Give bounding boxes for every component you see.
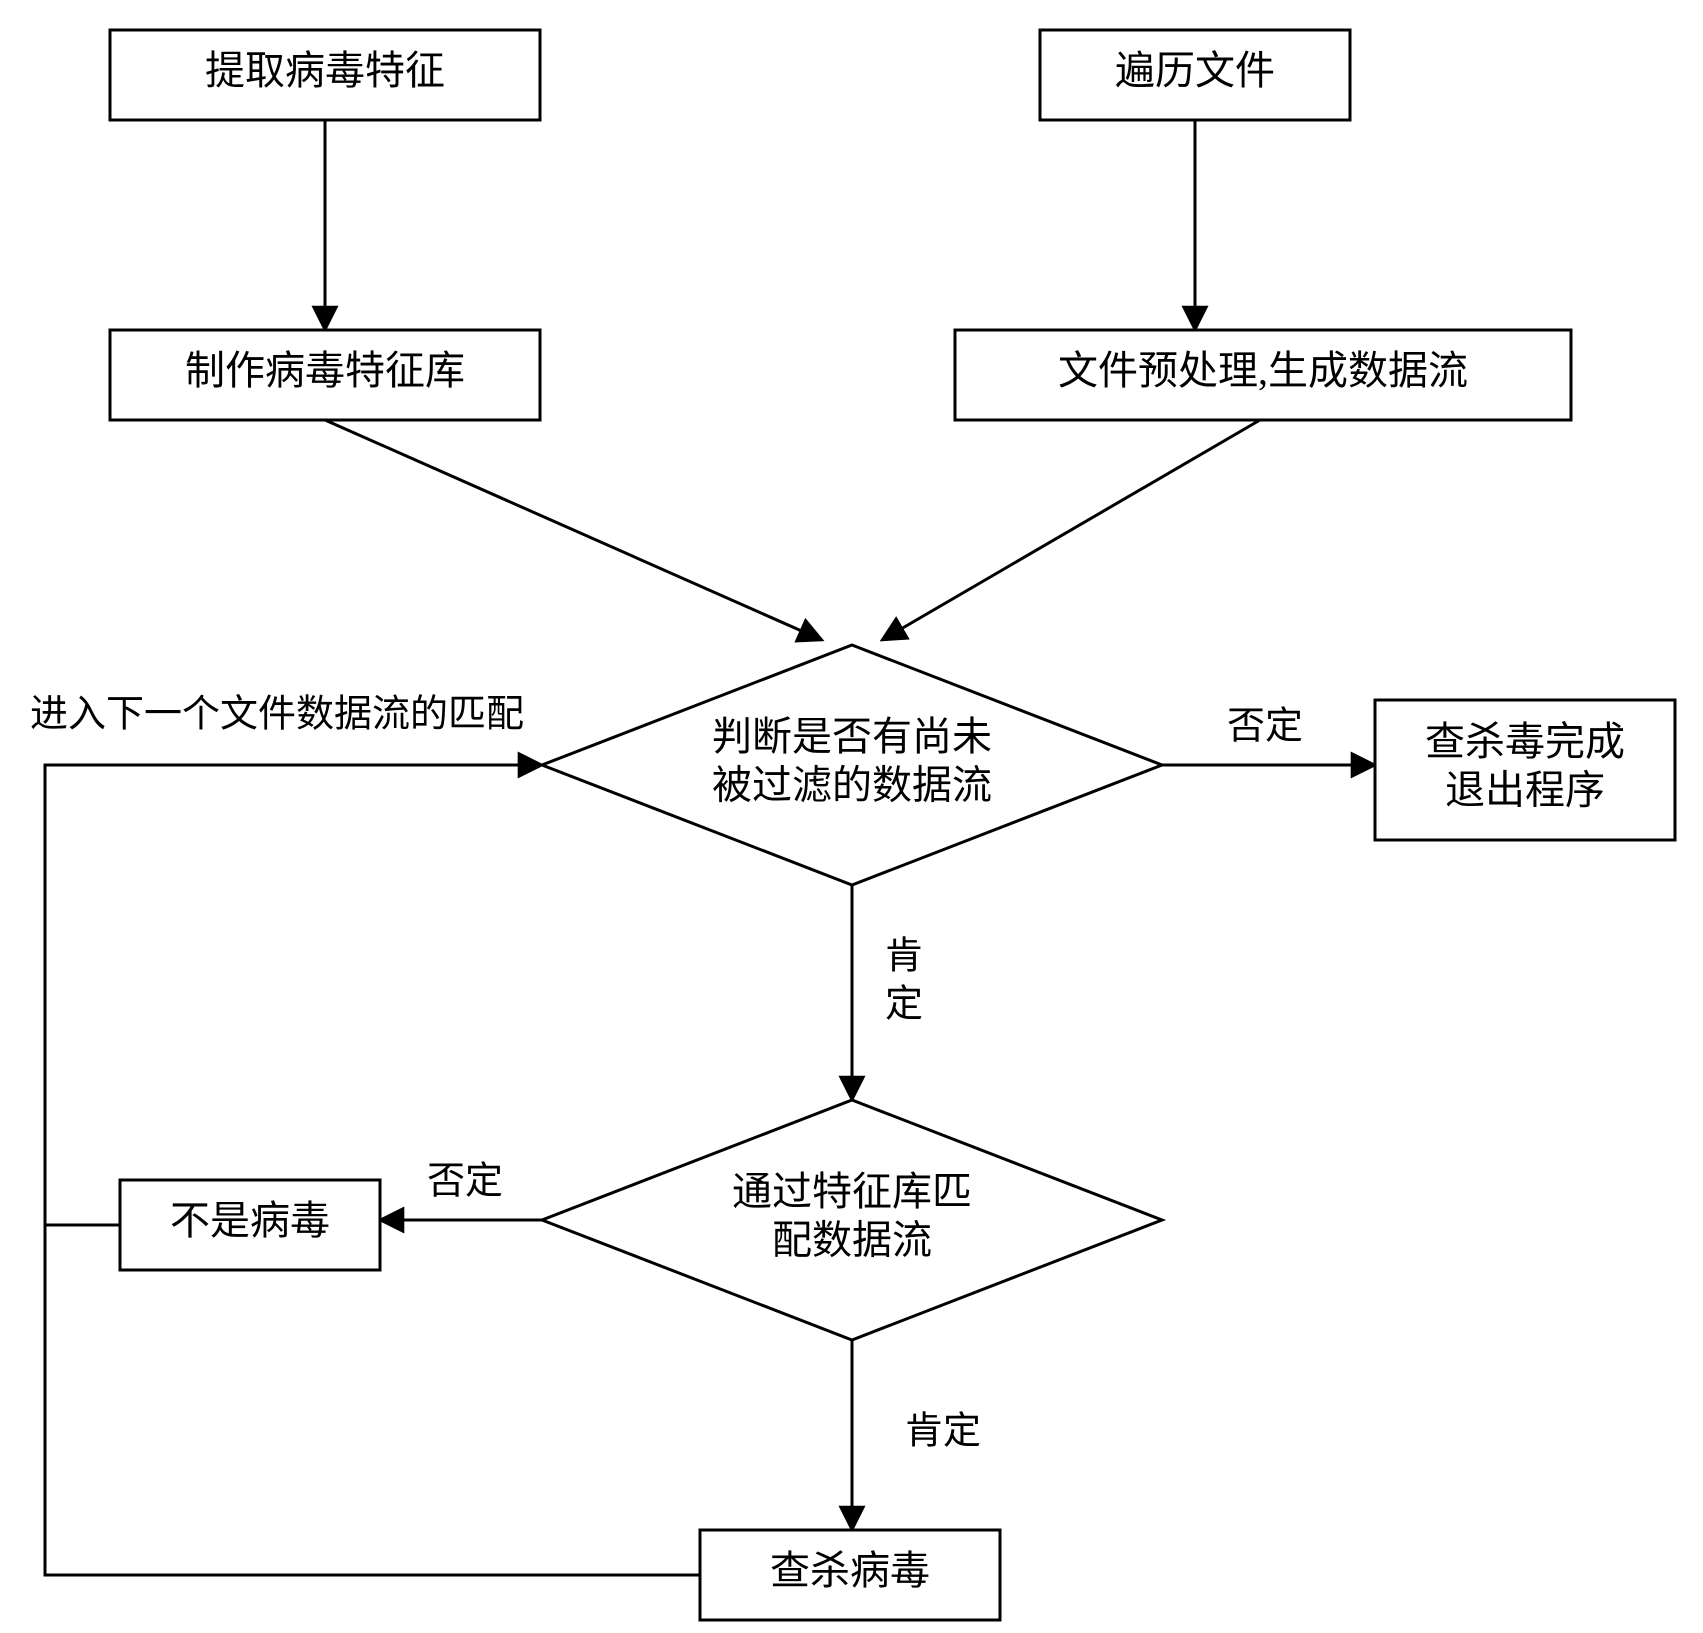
nodes-layer: 提取病毒特征 遍历文件制作病毒特征库 文件预处理,生成数据流判断是否有尚未被过滤的数… [110,30,1675,1620]
edge-n_makelib-to-n_decide1 [325,420,822,640]
edge-label-loop-n_decide1: 进入下一个文件数据流的匹配 [30,694,524,736]
edge-n_kill-to-loop [45,1225,700,1575]
edge-label-n_decide1-n_decide2-1: 定 [885,984,923,1026]
node-n_done-label-1: 退出程序 [1445,768,1605,813]
node-n_decide1-label-0: 判断是否有尚未 [712,714,992,759]
edge-label-n_decide2-n_notvirus: 否定 [427,1161,503,1203]
node-n_done-label-0: 查杀毒完成 [1425,719,1625,764]
node-n_extract-label-0: 提取病毒特征 [205,48,445,93]
edge-label-n_decide1-n_done: 否定 [1227,706,1303,748]
edge-label-n_decide1-n_decide2-0: 肯 [885,936,923,978]
edge-label-n_decide2-n_kill: 肯定 [905,1411,981,1453]
node-n_kill-label-0: 查杀病毒 [770,1548,930,1593]
node-n_decide2-label-0: 通过特征库匹 [732,1169,972,1214]
node-n_notvirus-label-0: 不是病毒 [170,1198,330,1243]
node-n_makelib-label-0: 制作病毒特征库 [185,348,465,393]
node-n_decide1-label-1: 被过滤的数据流 [712,763,992,808]
node-n_traverse-label-0: 遍历文件 [1115,48,1275,93]
node-n_decide2-label-1: 配数据流 [772,1218,932,1263]
edge-loop-to-n_decide1 [45,765,542,1225]
node-n_preproc-label-0: 文件预处理,生成数据流 [1058,348,1468,393]
edge-n_preproc-to-n_decide1 [882,420,1260,640]
